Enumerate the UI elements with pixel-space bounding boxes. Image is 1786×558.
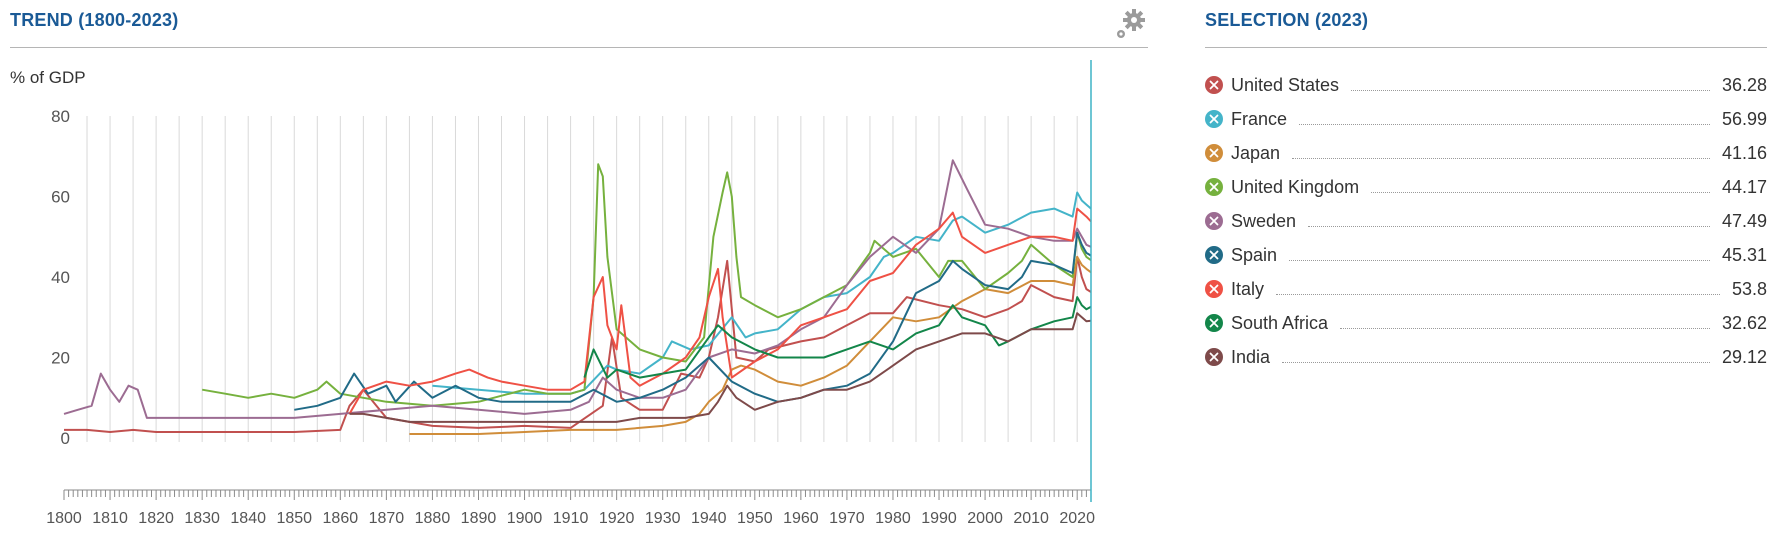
legend-item-united-states[interactable]: United States 36.28 xyxy=(1205,68,1767,102)
y-axis-ticks: 0 20 40 60 80 xyxy=(51,107,70,448)
x-tick-label: 1870 xyxy=(369,510,405,527)
legend-leader-dots xyxy=(1282,361,1710,363)
legend-value: 29.12 xyxy=(1721,346,1767,367)
legend-country-name: France xyxy=(1231,108,1288,129)
x-tick-label: 1900 xyxy=(507,510,543,527)
legend-country-name: Spain xyxy=(1231,244,1278,265)
legend-leader-dots xyxy=(1289,259,1710,261)
legend-country-name: Sweden xyxy=(1231,210,1297,231)
x-tick-label: 1950 xyxy=(737,510,773,527)
legend-leader-dots xyxy=(1299,123,1710,125)
legend-leader-dots xyxy=(1340,327,1710,329)
selection-panel-title: SELECTION (2023) xyxy=(1205,10,1369,30)
x-tick-label: 1860 xyxy=(323,510,359,527)
series-line-sweden[interactable] xyxy=(63,159,1092,419)
x-tick-label: 1930 xyxy=(645,510,681,527)
trend-panel-rule xyxy=(10,47,1148,48)
legend-country-name: South Africa xyxy=(1231,312,1329,333)
legend-item-india[interactable]: India 29.12 xyxy=(1205,340,1767,374)
legend-country-name: United Kingdom xyxy=(1231,176,1360,197)
x-tick-label: 1820 xyxy=(138,510,174,527)
selection-panel-rule xyxy=(1205,47,1767,48)
series-line-italy[interactable] xyxy=(348,207,1092,415)
x-tick-label: 1880 xyxy=(415,510,451,527)
x-axis: 1800 1810 1820 1830 1840 1850 1860 1870 1880 1890… xyxy=(46,489,1095,527)
legend-country-name: India xyxy=(1231,346,1271,367)
selection-legend: United States 36.28 France 56.99 Japan 41.16 U… xyxy=(1205,68,1767,374)
chart-series xyxy=(63,159,1092,435)
x-tick-label: 1980 xyxy=(875,510,911,527)
remove-series-icon[interactable] xyxy=(1205,178,1223,196)
x-tick-label: 1810 xyxy=(92,510,128,527)
trend-panel-title: TREND (1800-2023) xyxy=(10,10,179,30)
legend-item-france[interactable]: France 56.99 xyxy=(1205,102,1767,136)
y-tick-label: 20 xyxy=(51,349,70,368)
series-line-france[interactable] xyxy=(432,191,1092,395)
legend-value: 53.8 xyxy=(1731,278,1767,299)
remove-series-icon[interactable] xyxy=(1205,76,1223,94)
legend-leader-dots xyxy=(1308,225,1710,227)
remove-series-icon[interactable] xyxy=(1205,348,1223,366)
remove-series-icon[interactable] xyxy=(1205,246,1223,264)
legend-leader-dots xyxy=(1351,89,1710,91)
x-tick-label: 1800 xyxy=(46,510,82,527)
x-tick-label: 1990 xyxy=(921,510,957,527)
y-axis-label: % of GDP xyxy=(10,68,86,87)
x-tick-label: 2020 xyxy=(1059,510,1095,527)
legend-leader-dots xyxy=(1276,293,1720,295)
legend-value: 32.62 xyxy=(1721,312,1767,333)
legend-item-united-kingdom[interactable]: United Kingdom 44.17 xyxy=(1205,170,1767,204)
y-tick-label: 0 xyxy=(61,429,70,448)
x-tick-label: 1970 xyxy=(829,510,865,527)
legend-item-south-africa[interactable]: South Africa 32.62 xyxy=(1205,306,1767,340)
legend-value: 45.31 xyxy=(1721,244,1767,265)
series-line-united-kingdom[interactable] xyxy=(202,163,1092,407)
x-tick-label: 1890 xyxy=(461,510,497,527)
legend-leader-dots xyxy=(1371,191,1710,193)
legend-value: 56.99 xyxy=(1721,108,1767,129)
series-line-south-africa[interactable] xyxy=(583,296,1092,379)
y-tick-label: 40 xyxy=(51,268,70,287)
series-line-japan[interactable] xyxy=(409,255,1092,435)
remove-series-icon[interactable] xyxy=(1205,144,1223,162)
x-tick-label: 1830 xyxy=(184,510,220,527)
legend-value: 36.28 xyxy=(1721,74,1767,95)
gear-icon[interactable] xyxy=(1110,6,1148,44)
legend-item-spain[interactable]: Spain 45.31 xyxy=(1205,238,1767,272)
x-tick-label: 1920 xyxy=(599,510,635,527)
y-tick-label: 60 xyxy=(51,188,70,207)
remove-series-icon[interactable] xyxy=(1205,280,1223,298)
remove-series-icon[interactable] xyxy=(1205,110,1223,128)
legend-item-japan[interactable]: Japan 41.16 xyxy=(1205,136,1767,170)
x-tick-label: 1940 xyxy=(691,510,727,527)
y-tick-label: 80 xyxy=(51,107,70,126)
legend-country-name: Italy xyxy=(1231,278,1265,299)
series-line-india[interactable] xyxy=(349,312,1092,423)
legend-leader-dots xyxy=(1292,157,1710,159)
remove-series-icon[interactable] xyxy=(1205,314,1223,332)
legend-value: 41.16 xyxy=(1721,142,1767,163)
legend-country-name: Japan xyxy=(1231,142,1281,163)
legend-value: 47.49 xyxy=(1721,210,1767,231)
legend-item-italy[interactable]: Italy 53.8 xyxy=(1205,272,1767,306)
x-tick-label: 2010 xyxy=(1013,510,1049,527)
x-tick-label: 1850 xyxy=(276,510,312,527)
x-tick-label: 1910 xyxy=(553,510,589,527)
legend-country-name: United States xyxy=(1231,74,1340,95)
x-tick-label: 2000 xyxy=(967,510,1003,527)
chart-grid xyxy=(86,116,1078,442)
remove-series-icon[interactable] xyxy=(1205,212,1223,230)
x-tick-label: 1840 xyxy=(230,510,266,527)
legend-value: 44.17 xyxy=(1721,176,1767,197)
x-tick-label: 1960 xyxy=(783,510,819,527)
series-line-spain[interactable] xyxy=(294,231,1092,411)
legend-item-sweden[interactable]: Sweden 47.49 xyxy=(1205,204,1767,238)
